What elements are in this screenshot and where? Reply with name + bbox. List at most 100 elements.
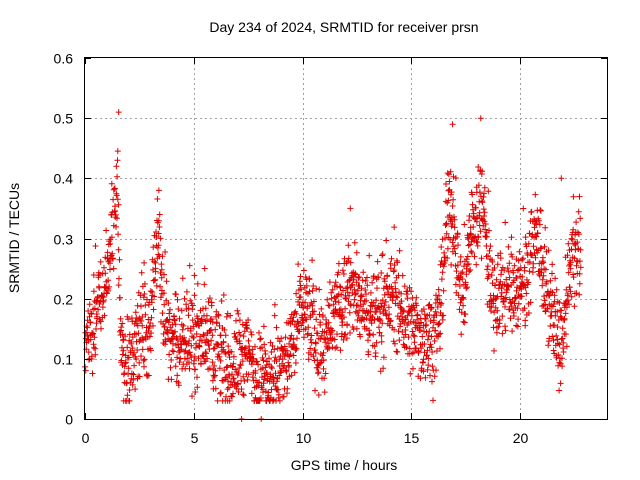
data-point <box>222 332 229 339</box>
data-point <box>152 259 159 266</box>
data-point <box>502 327 509 334</box>
data-point <box>373 297 380 304</box>
data-point <box>576 270 583 277</box>
x-tick-label: 0 <box>82 430 90 446</box>
data-point <box>131 349 138 356</box>
data-point <box>215 312 222 319</box>
data-point <box>95 306 102 313</box>
data-point <box>519 256 526 263</box>
data-point <box>343 285 350 292</box>
data-point <box>103 227 110 234</box>
data-point <box>445 197 452 204</box>
data-point <box>450 196 457 203</box>
data-point <box>159 310 166 317</box>
data-point <box>97 271 103 278</box>
data-point <box>362 287 369 293</box>
data-point <box>573 290 580 297</box>
data-point <box>359 277 366 284</box>
data-point <box>363 315 370 322</box>
data-point <box>568 293 575 300</box>
data-point <box>452 281 459 288</box>
data-point <box>126 397 133 404</box>
data-point <box>153 282 160 289</box>
data-point <box>315 392 322 398</box>
data-point <box>84 324 91 331</box>
data-point <box>321 389 328 396</box>
data-point <box>560 339 567 346</box>
data-point <box>422 322 429 329</box>
data-point <box>455 242 461 249</box>
data-point <box>238 386 245 393</box>
data-point <box>551 292 558 299</box>
data-point <box>433 348 440 354</box>
data-point <box>385 304 392 311</box>
data-point <box>427 318 434 324</box>
data-point <box>298 322 305 329</box>
data-point <box>114 215 120 222</box>
data-point <box>178 321 185 328</box>
data-point <box>437 345 443 352</box>
data-point <box>260 389 266 396</box>
data-point <box>289 317 296 324</box>
data-point <box>356 274 363 280</box>
data-point <box>94 313 101 320</box>
data-point <box>479 168 486 175</box>
data-point <box>141 259 148 266</box>
data-point <box>385 291 392 297</box>
data-point <box>566 301 572 308</box>
data-point <box>285 359 292 366</box>
data-point <box>532 254 539 261</box>
data-point <box>445 187 452 194</box>
data-point <box>191 353 198 360</box>
data-point <box>107 260 113 267</box>
data-point <box>260 380 267 387</box>
data-point <box>283 368 290 375</box>
data-point <box>92 243 99 249</box>
data-point <box>110 255 116 262</box>
data-point <box>376 324 382 331</box>
data-point <box>188 342 195 349</box>
data-point <box>443 221 450 227</box>
data-point <box>510 269 517 276</box>
data-point <box>344 289 351 296</box>
data-point <box>405 334 412 341</box>
data-point <box>282 351 289 358</box>
data-point <box>358 293 365 300</box>
data-point <box>140 294 147 301</box>
data-point <box>461 263 467 270</box>
data-point <box>506 260 513 267</box>
data-point <box>344 284 351 291</box>
data-point <box>409 328 416 335</box>
data-point <box>449 221 456 227</box>
data-point <box>101 312 108 319</box>
data-point <box>262 351 269 357</box>
data-point <box>202 358 209 365</box>
data-point <box>288 332 295 339</box>
data-point <box>427 341 434 348</box>
data-point <box>392 279 399 286</box>
data-point <box>567 288 574 295</box>
data-point <box>421 341 428 347</box>
data-point <box>85 349 92 356</box>
data-point <box>396 247 403 254</box>
data-point <box>124 392 131 399</box>
data-point <box>116 275 122 282</box>
data-point <box>440 263 447 270</box>
data-point <box>354 302 361 309</box>
data-point <box>106 283 113 290</box>
data-point <box>393 293 400 300</box>
data-point <box>293 345 300 352</box>
y-axis-ticks: 0 0.1 0.2 0.3 0.4 0.5 0.6 <box>54 51 607 428</box>
data-point <box>145 372 152 379</box>
data-point <box>333 344 340 351</box>
data-point <box>119 351 126 358</box>
data-point <box>425 362 432 369</box>
data-point <box>87 319 94 326</box>
data-point <box>328 295 335 302</box>
data-point <box>176 359 183 366</box>
data-point <box>557 380 564 387</box>
data-point <box>484 263 491 270</box>
data-point <box>252 370 259 377</box>
data-point <box>244 325 251 332</box>
